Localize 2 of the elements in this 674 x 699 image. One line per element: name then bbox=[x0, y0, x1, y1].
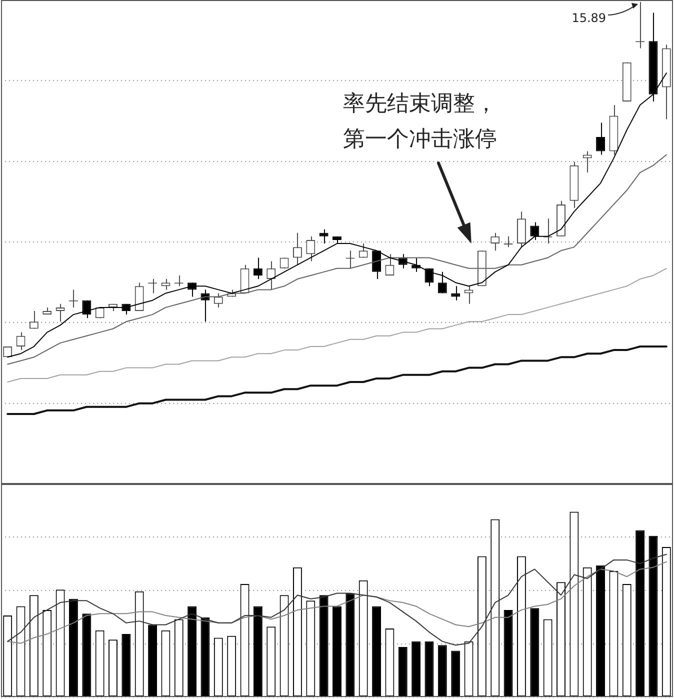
annotation: 15.89 bbox=[572, 11, 606, 26]
annotation: 率先结束调整，第一个冲击涨停 bbox=[343, 91, 498, 152]
